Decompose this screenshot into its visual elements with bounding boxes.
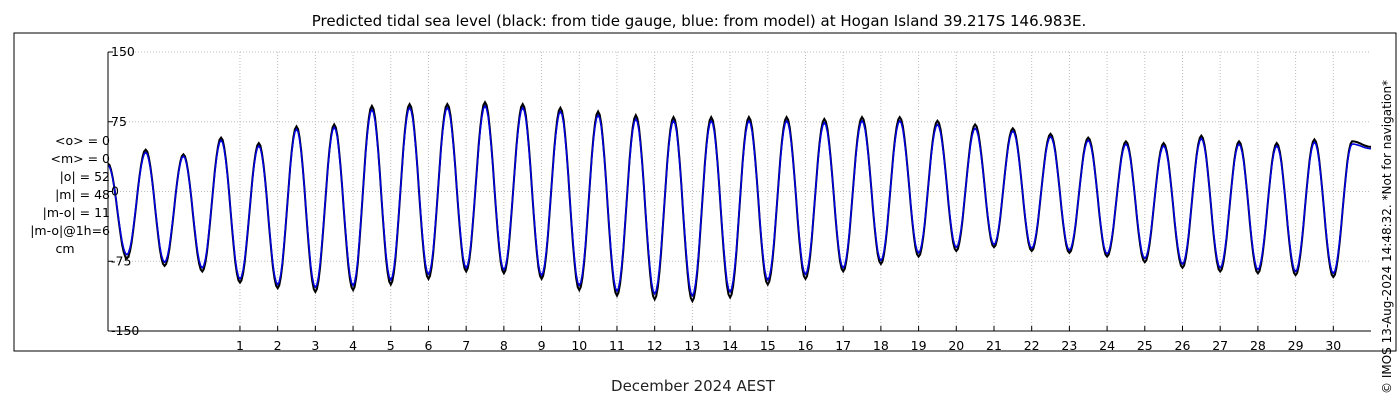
stat-abs-obs: |o| = 52 (60, 169, 110, 184)
x-tick-label: 26 (1175, 338, 1191, 353)
stat-mean-model: <m> = 0 (51, 151, 111, 166)
series-layer (107, 100, 1372, 304)
x-tick-label: 21 (986, 338, 1002, 353)
x-tick-label: 20 (948, 338, 964, 353)
x-tick-label: 18 (873, 338, 889, 353)
x-tick-label: 7 (462, 338, 470, 353)
x-tick-label: 25 (1137, 338, 1153, 353)
x-tick-label: 8 (500, 338, 508, 353)
x-tick-label: 30 (1325, 338, 1341, 353)
x-tick-label: 1 (236, 338, 244, 353)
grid-layer (108, 51, 1371, 332)
x-tick-label: 19 (911, 338, 927, 353)
x-tick-label: 17 (835, 338, 851, 353)
x-tick-label: 27 (1212, 338, 1228, 353)
chart-title: Predicted tidal sea level (black: from t… (312, 12, 1087, 30)
x-tick-label: 29 (1288, 338, 1304, 353)
x-tick-label: 6 (424, 338, 432, 353)
x-tick-label: 15 (760, 338, 776, 353)
y-tick-label: 0 (111, 184, 119, 199)
stat-abs-diff-1h: |m-o|@1h=6 (30, 223, 110, 238)
x-tick-label: 3 (311, 338, 319, 353)
x-tick-label: 28 (1250, 338, 1266, 353)
x-tick-label: 10 (571, 338, 587, 353)
stats-panel: <o> = 0 <m> = 0 |o| = 52 |m| = 48 |m-o| … (30, 133, 110, 256)
x-tick-label: 14 (722, 338, 738, 353)
x-tick-label: 22 (1024, 338, 1040, 353)
x-tick-label: 24 (1099, 338, 1115, 353)
stat-unit: cm (55, 241, 74, 256)
x-tick-label: 11 (609, 338, 625, 353)
x-tick-label: 2 (274, 338, 282, 353)
stat-abs-model: |m| = 48 (55, 187, 110, 202)
x-axis-label: December 2024 AEST (611, 377, 776, 395)
outer-frame (13, 32, 1397, 352)
x-tick-label: 23 (1061, 338, 1077, 353)
x-tick-label: 4 (349, 338, 357, 353)
y-tick-label: 150 (111, 44, 135, 59)
stat-mean-obs: <o> = 0 (55, 133, 110, 148)
copyright-note: © IMOS 13-Aug-2024 14:48:32. *Not for na… (1380, 80, 1394, 394)
x-tick-label: 16 (798, 338, 814, 353)
x-tick-label: 9 (538, 338, 546, 353)
y-tick-label: -75 (111, 253, 131, 268)
stat-abs-diff: |m-o| = 11 (43, 205, 110, 220)
y-tick-label: 75 (111, 114, 127, 129)
x-tick-label: 13 (684, 338, 700, 353)
x-tick-label: 12 (647, 338, 663, 353)
x-tick-label: 5 (387, 338, 395, 353)
series-line-model (107, 104, 1372, 298)
